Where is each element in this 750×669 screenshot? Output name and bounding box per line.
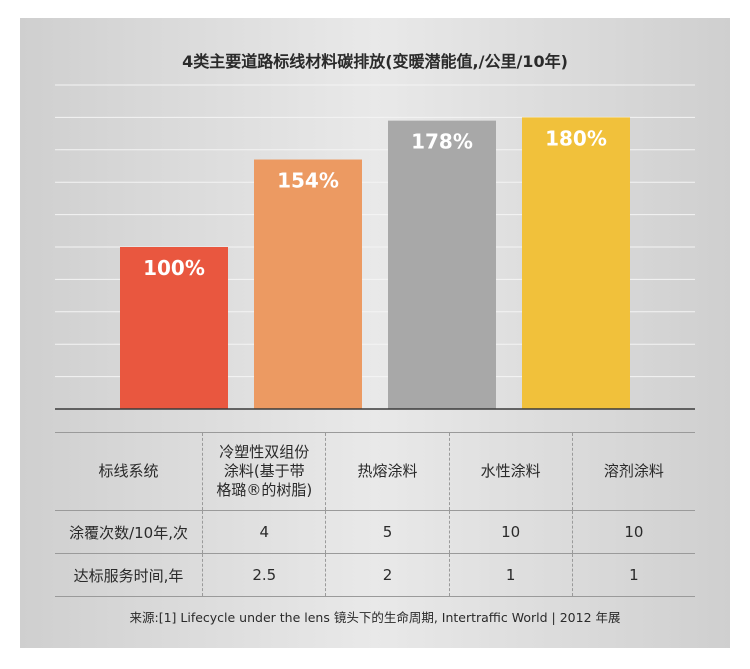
header-cell: 溶剂涂料 bbox=[571, 432, 695, 511]
source-note: 来源:[1] Lifecycle under the lens 镜头下的生命周期… bbox=[129, 610, 621, 625]
table-cell: 10 bbox=[571, 510, 695, 554]
header-cell: 冷塑性双组份 涂料(基于带 格璐®的树脂) bbox=[202, 432, 326, 511]
bar bbox=[522, 117, 630, 410]
header-cell: 热熔涂料 bbox=[325, 432, 450, 511]
bar bbox=[120, 247, 228, 409]
table-cell: 1 bbox=[571, 553, 695, 597]
bar bbox=[388, 120, 496, 409]
data-label: 154% bbox=[277, 169, 339, 193]
table-cell: 2 bbox=[325, 553, 450, 597]
data-label: 100% bbox=[143, 256, 205, 280]
table-cell: 5 bbox=[325, 510, 450, 554]
table-row: 达标服务时间,年 2.5 2 1 1 bbox=[55, 553, 695, 597]
table-cell: 1 bbox=[448, 553, 573, 597]
row-label: 涂覆次数/10年,次 bbox=[55, 510, 203, 554]
header-cell: 标线系统 bbox=[55, 432, 203, 511]
bars bbox=[120, 117, 630, 410]
row-label: 达标服务时间,年 bbox=[55, 553, 203, 597]
chart-title: 4类主要道路标线材料碳排放(变暖潜能值,/公里/10年) bbox=[182, 52, 568, 71]
table-cell: 4 bbox=[202, 510, 326, 554]
bar bbox=[254, 159, 362, 409]
header-cell: 水性涂料 bbox=[448, 432, 573, 511]
bar-labels: 100% 154% 178% 180% bbox=[143, 126, 607, 280]
data-label: 178% bbox=[411, 130, 473, 154]
data-label: 180% bbox=[545, 126, 607, 150]
comparison-table: 标线系统 冷塑性双组份 涂料(基于带 格璐®的树脂) 热熔涂料 水性涂料 溶剂涂料 … bbox=[55, 432, 695, 597]
table-row: 涂覆次数/10年,次 4 5 10 10 bbox=[55, 510, 695, 554]
table-header-row: 标线系统 冷塑性双组份 涂料(基于带 格璐®的树脂) 热熔涂料 水性涂料 溶剂涂料 bbox=[55, 432, 695, 511]
table-cell: 2.5 bbox=[202, 553, 326, 597]
table-cell: 10 bbox=[448, 510, 573, 554]
